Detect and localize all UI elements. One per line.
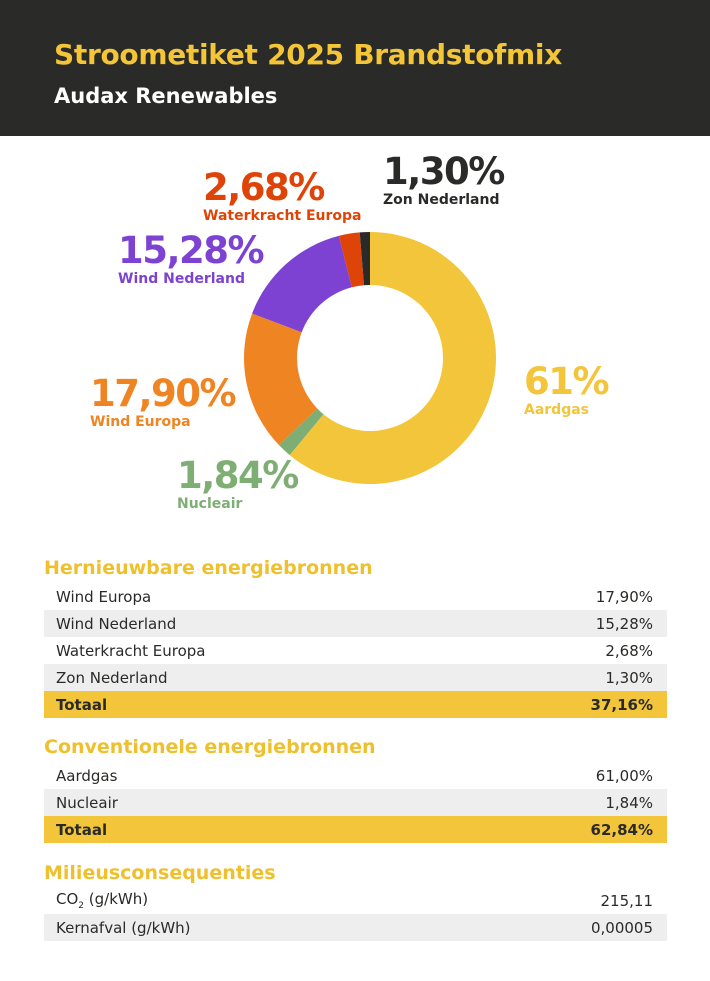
row-name: Wind Nederland bbox=[56, 614, 177, 633]
co2-suffix: (g/kWh) bbox=[84, 890, 149, 908]
label-pct: 15,28% bbox=[118, 229, 265, 272]
label-name: Waterkracht Europa bbox=[203, 208, 362, 224]
row-value: 0,00005 bbox=[590, 918, 653, 937]
row-value: 1,30% bbox=[605, 668, 653, 687]
label-wind-nederland: 15,28% Wind Nederland bbox=[118, 229, 265, 288]
co2-label: CO2 (g/kWh) bbox=[56, 890, 148, 911]
conventional-section-title: Conventionele energiebronnen bbox=[44, 736, 376, 758]
label-zon-nederland: 1,30% Zon Nederland bbox=[383, 150, 505, 209]
row-value: 2,68% bbox=[605, 641, 653, 660]
renewable-section-title: Hernieuwbare energiebronnen bbox=[44, 557, 373, 579]
renewable-table: Wind Europa 17,90% Wind Nederland 15,28%… bbox=[44, 583, 667, 718]
total-value: 37,16% bbox=[590, 695, 653, 714]
row-value: 215,11 bbox=[600, 891, 654, 910]
co2-prefix: CO bbox=[56, 890, 79, 908]
table-row: Aardgas 61,00% bbox=[44, 762, 667, 789]
table-row: Wind Nederland 15,28% bbox=[44, 610, 667, 637]
label-pct: 1,84% bbox=[177, 454, 299, 497]
table-row: CO2 (g/kWh) 215,11 bbox=[44, 887, 667, 914]
co2-subscript: 2 bbox=[78, 901, 85, 911]
donut-slice-nucleair bbox=[279, 408, 324, 456]
total-row: Totaal 62,84% bbox=[44, 816, 667, 843]
label-aardgas: 61% Aardgas bbox=[524, 360, 610, 419]
header: Stroometiket 2025 Brandstofmix Audax Ren… bbox=[0, 0, 710, 136]
conventional-table: Aardgas 61,00% Nucleair 1,84% Totaal 62,… bbox=[44, 762, 667, 843]
table-row: Nucleair 1,84% bbox=[44, 789, 667, 816]
donut-chart bbox=[244, 232, 496, 484]
label-nucleair: 1,84% Nucleair bbox=[177, 454, 299, 513]
page-title: Stroometiket 2025 Brandstofmix bbox=[54, 38, 562, 71]
row-name: Wind Europa bbox=[56, 587, 152, 606]
row-value: 17,90% bbox=[595, 587, 653, 606]
total-row: Totaal 37,16% bbox=[44, 691, 667, 718]
label-name: Aardgas bbox=[524, 402, 590, 418]
label-waterkracht-europa: 2,68% Waterkracht Europa bbox=[203, 166, 362, 225]
row-value: 61,00% bbox=[595, 766, 653, 785]
row-name: Nucleair bbox=[56, 793, 118, 812]
label-pct: 2,68% bbox=[203, 166, 325, 209]
donut-slice-wind-nederland bbox=[252, 235, 352, 333]
label-pct: 17,90% bbox=[90, 372, 237, 415]
row-value: 15,28% bbox=[595, 614, 653, 633]
environment-section-title: Milieusconsequenties bbox=[44, 862, 276, 884]
label-pct: 1,30% bbox=[383, 150, 505, 193]
label-name: Wind Nederland bbox=[118, 271, 245, 287]
environment-table: CO2 (g/kWh) 215,11 Kernafval (g/kWh) 0,0… bbox=[44, 887, 667, 941]
table-row: Waterkracht Europa 2,68% bbox=[44, 637, 667, 664]
total-value: 62,84% bbox=[590, 820, 653, 839]
row-value: 1,84% bbox=[605, 793, 653, 812]
donut-slice-zon-nederland bbox=[359, 232, 370, 286]
row-name: Kernafval (g/kWh) bbox=[56, 918, 191, 937]
donut-slice-wind-europa bbox=[244, 313, 318, 446]
table-row: Kernafval (g/kWh) 0,00005 bbox=[44, 914, 667, 941]
label-name: Wind Europa bbox=[90, 414, 191, 430]
label-name: Zon Nederland bbox=[383, 192, 500, 208]
row-name: Zon Nederland bbox=[56, 668, 168, 687]
table-row: Zon Nederland 1,30% bbox=[44, 664, 667, 691]
label-pct: 61% bbox=[524, 360, 610, 403]
label-name: Nucleair bbox=[177, 496, 243, 512]
table-row: Wind Europa 17,90% bbox=[44, 583, 667, 610]
page-subtitle: Audax Renewables bbox=[54, 84, 278, 108]
total-label: Totaal bbox=[56, 820, 108, 839]
row-name: Waterkracht Europa bbox=[56, 641, 206, 660]
total-label: Totaal bbox=[56, 695, 108, 714]
row-name: Aardgas bbox=[56, 766, 118, 785]
donut-slice-waterkracht-europa bbox=[338, 232, 365, 288]
donut-slice-aardgas bbox=[289, 232, 496, 484]
label-wind-europa: 17,90% Wind Europa bbox=[90, 372, 237, 431]
